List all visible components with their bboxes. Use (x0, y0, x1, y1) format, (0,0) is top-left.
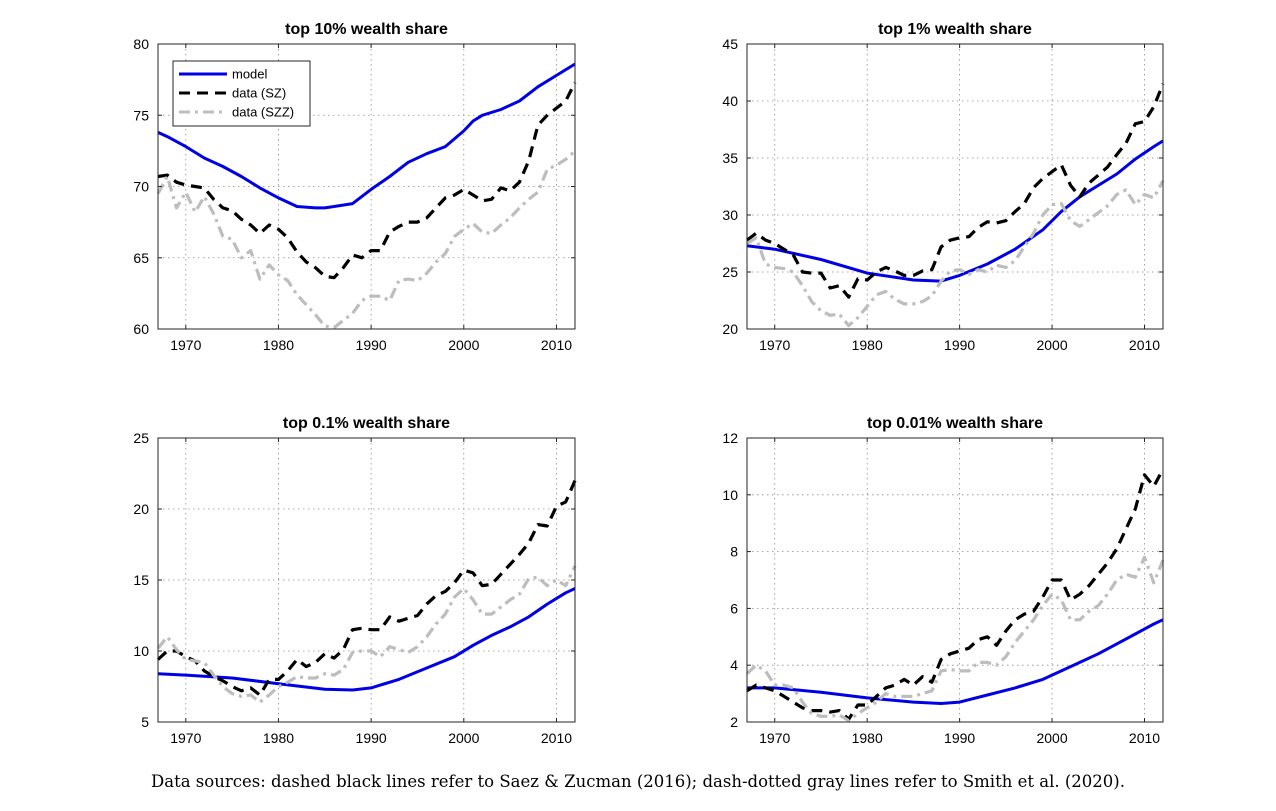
chart-panel-1: 1970 1980 1990 2000 2010 60 65 70 75 80 top 10% we… (133, 21, 577, 353)
x-tick-label: 1970 (759, 337, 790, 353)
series-line-model (157, 62, 576, 210)
y-tick-label: 80 (133, 36, 149, 52)
chart-title: top 1% wealth share (878, 21, 1032, 38)
x-tick-label: 2000 (1036, 730, 1067, 746)
y-tick-label: 4 (730, 657, 738, 673)
x-tick-label: 1990 (944, 730, 975, 746)
series-line-data-sz (157, 81, 577, 280)
axes-frame (746, 43, 1164, 330)
series-line-model (157, 587, 576, 692)
y-tick-label: 20 (722, 321, 738, 337)
plot-area (158, 438, 575, 722)
y-tick-label: 65 (133, 250, 149, 266)
y-tick-label: 35 (722, 150, 738, 166)
y-tick-label: 10 (722, 487, 738, 503)
x-tick-label: 1990 (944, 337, 975, 353)
y-tick-label: 15 (133, 572, 149, 588)
series-line-model (747, 618, 1164, 705)
y-tick-label: 75 (133, 107, 149, 123)
x-tick-label: 2010 (1129, 730, 1160, 746)
x-tick-label: 1970 (759, 730, 790, 746)
y-tick-label: 20 (133, 501, 149, 517)
x-tick-label: 1970 (170, 337, 201, 353)
y-tick-label: 6 (730, 600, 738, 616)
chart-panel-2: 1970 1980 1990 2000 2010 20 25 30 35 40 45 top 1% w… (722, 21, 1165, 353)
x-tick-label: 2010 (541, 337, 572, 353)
x-tick-label: 2000 (448, 337, 479, 353)
legend-label-data-szz: data (SZZ) (232, 105, 294, 120)
x-tick-label: 1970 (170, 730, 201, 746)
axes-frame (746, 437, 1164, 723)
plot-area (747, 44, 1163, 329)
y-tick-label: 70 (133, 179, 149, 195)
x-tick-label: 1980 (852, 337, 883, 353)
y-tick-label: 10 (133, 643, 149, 659)
chart-panel-3: 1970 1980 1990 2000 2010 5 10 15 20 25 top 0.1% we… (133, 415, 577, 746)
y-tick-label: 12 (722, 430, 738, 446)
series-line-data-szz (746, 180, 1165, 328)
legend-box (172, 60, 311, 127)
legend-label-model: model (232, 67, 268, 82)
series-line-data-sz (746, 468, 1165, 721)
plot-area (747, 438, 1163, 722)
x-tick-label: 2010 (541, 730, 572, 746)
legend-label-data-sz: data (SZ) (232, 86, 286, 101)
series-line-model (746, 139, 1164, 283)
chart-title: top 10% wealth share (285, 21, 448, 38)
x-tick-label: 2010 (1129, 337, 1160, 353)
y-tick-label: 30 (722, 207, 738, 223)
x-tick-label: 2000 (448, 730, 479, 746)
y-tick-label: 60 (133, 321, 149, 337)
y-tick-label: 40 (722, 93, 738, 109)
y-tick-label: 2 (730, 714, 738, 730)
x-tick-label: 2000 (1036, 337, 1067, 353)
y-tick-label: 25 (133, 430, 149, 446)
series-line-data-sz (746, 83, 1165, 299)
y-tick-label: 5 (141, 714, 149, 730)
y-tick-label: 8 (730, 544, 738, 560)
y-tick-label: 45 (722, 36, 738, 52)
legend: model data (SZ) data (SZZ) (172, 60, 311, 127)
x-tick-label: 1980 (263, 337, 294, 353)
chart-title: top 0.1% wealth share (283, 415, 450, 432)
chart-title: top 0.01% wealth share (867, 415, 1043, 432)
series-line-data-szz (156, 565, 577, 704)
figure-caption: Data sources: dashed black lines refer t… (151, 772, 1125, 791)
x-tick-label: 1990 (356, 730, 387, 746)
x-tick-label: 1980 (852, 730, 883, 746)
x-tick-label: 1990 (356, 337, 387, 353)
x-tick-label: 1980 (263, 730, 294, 746)
chart-panel-4: 1970 1980 1990 2000 2010 2 4 6 8 10 12 top 0.01% we… (722, 415, 1165, 746)
y-tick-label: 25 (722, 264, 738, 280)
